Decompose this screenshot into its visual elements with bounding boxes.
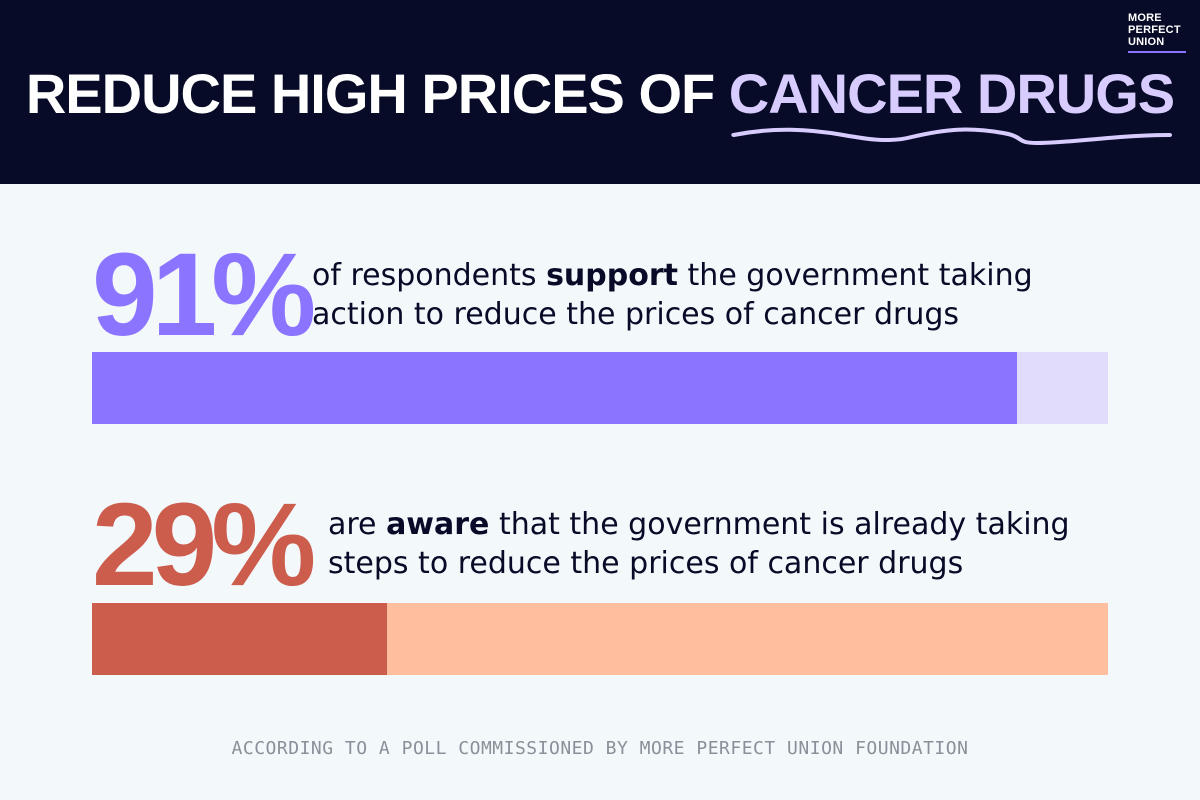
stat-support-text-after: the government taking [678,258,1033,293]
stat-support-text-before: of respondents [312,258,547,293]
logo-line-1: MORE [1128,12,1162,24]
stat-support-value: 91% [92,229,316,361]
stat-aware-text-after: that the government is already taking [489,507,1070,542]
stat-aware-text-bold: aware [386,507,490,542]
stat-aware-text-before: are [328,507,387,542]
stat-support-text-bold: support [546,258,678,293]
bar-track-support [92,352,1108,424]
logo-rule [1128,51,1186,53]
stat-support-line-1: of respondents support the government ta… [312,256,1033,295]
stat-aware-text: are aware that the government is already… [328,505,1070,583]
source-footnote: ACCORDING TO A POLL COMMISSIONED BY MORE… [231,738,969,759]
more-perfect-union-logo: MORE PERFECT UNION [1128,12,1186,53]
stat-support: 91% of respondents support the governmen… [92,236,1108,426]
stat-support-line-2: action to reduce the prices of cancer dr… [312,297,960,332]
header-banner: MORE PERFECT UNION REDUCE HIGH PRICES OF… [0,0,1200,184]
title-accent: CANCER DRUGS [728,62,1175,146]
bar-track-aware [92,603,1108,675]
title-accent-text: CANCER DRUGS [728,62,1175,125]
stat-support-text: of respondents support the government ta… [312,256,1033,334]
logo-line-2: PERFECT [1128,24,1181,36]
stat-aware-line-2: steps to reduce the prices of cancer dru… [328,546,964,581]
title-plain: REDUCE HIGH PRICES OF [25,62,729,125]
stat-aware-value: 29% [92,479,316,611]
bar-fill-support [92,352,1017,424]
logo-line-3: UNION [1128,36,1165,48]
stat-aware-line-1: are aware that the government is already… [328,505,1070,544]
page-title: REDUCE HIGH PRICES OF CANCER DRUGS [0,58,1200,146]
bar-fill-aware [92,603,387,675]
stat-aware: 29% are aware that the government is alr… [92,486,1108,676]
squiggle-underline-icon [731,127,1172,146]
